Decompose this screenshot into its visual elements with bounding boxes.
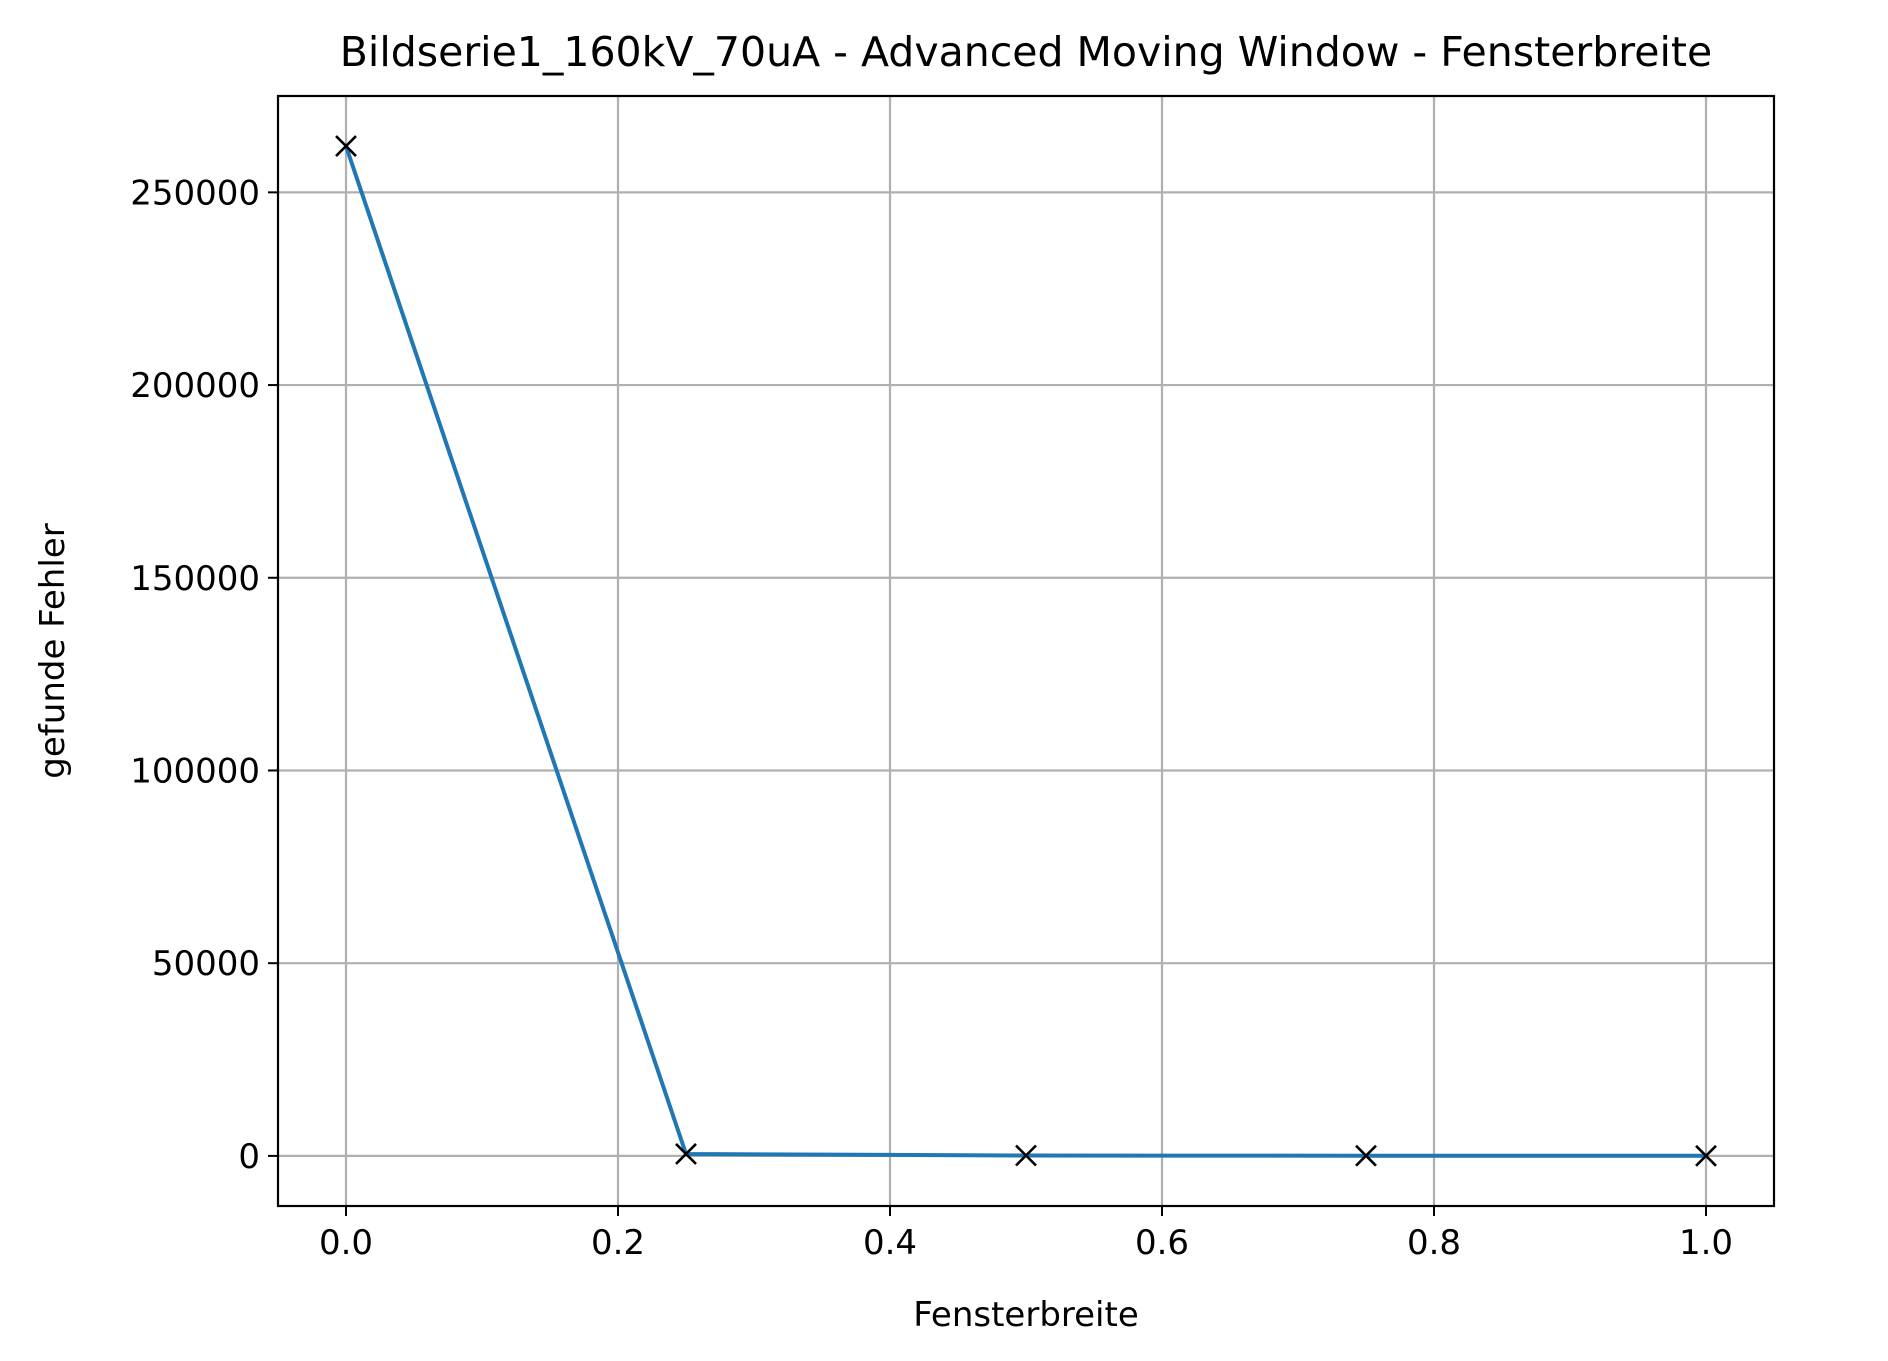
plot-frame <box>276 94 1776 1208</box>
x-tick-label: 1.0 <box>1679 1223 1733 1263</box>
tick-layer: 0.0 0.2 0.4 0.6 0.8 1.0 0 50000 100000 150000 2000… <box>130 173 1733 1263</box>
y-tick-label: 200000 <box>130 366 260 406</box>
x-tick-label: 0.6 <box>1135 1223 1189 1263</box>
data-point-marker <box>335 135 357 158</box>
y-tick-label: 50000 <box>152 944 260 984</box>
series-line-layer <box>344 145 1707 1158</box>
data-point-marker <box>1015 1144 1037 1167</box>
grid-layer <box>278 96 1774 1206</box>
y-tick-label: 250000 <box>130 173 260 213</box>
data-point-marker <box>1355 1144 1377 1167</box>
data-point-marker <box>675 1143 697 1165</box>
y-tick-label: 0 <box>238 1137 260 1177</box>
y-axis-title: gefunde Fehler <box>33 523 73 778</box>
x-tick-label: 0.4 <box>863 1223 917 1263</box>
y-tick-label: 100000 <box>130 751 260 791</box>
chart-title: Bildserie1_160kV_70uA - Advanced Moving … <box>340 28 1712 76</box>
x-axis-title: Fensterbreite <box>913 1295 1139 1335</box>
x-tick-label: 0.0 <box>319 1223 373 1263</box>
series-line <box>344 145 1707 1158</box>
marker-layer <box>335 135 1717 1167</box>
data-point-marker <box>1695 1144 1717 1167</box>
x-tick-label: 0.8 <box>1407 1223 1461 1263</box>
y-tick-label: 150000 <box>130 559 260 599</box>
x-tick-label: 0.2 <box>591 1223 645 1263</box>
